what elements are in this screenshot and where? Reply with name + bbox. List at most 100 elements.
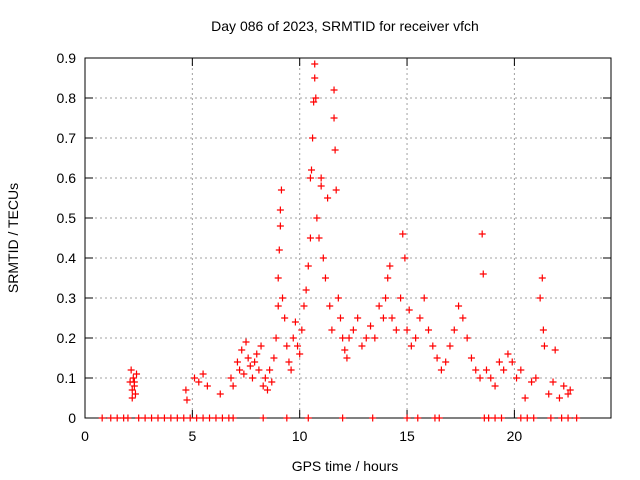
data-point xyxy=(321,274,329,282)
data-point xyxy=(399,230,407,238)
data-point xyxy=(558,414,566,422)
y-tick-label: 0.5 xyxy=(57,210,77,226)
data-point xyxy=(107,414,115,422)
data-point xyxy=(242,338,250,346)
data-point xyxy=(310,98,318,106)
data-point xyxy=(450,326,458,334)
data-point xyxy=(240,370,248,378)
data-point xyxy=(272,334,280,342)
data-point xyxy=(313,214,321,222)
data-point xyxy=(283,342,291,350)
y-tick-label: 0.4 xyxy=(57,250,77,266)
data-point xyxy=(304,262,312,270)
data-point xyxy=(289,334,297,342)
data-point xyxy=(362,334,370,342)
data-point xyxy=(420,294,428,302)
data-point xyxy=(218,414,226,422)
data-point xyxy=(133,370,141,378)
data-point xyxy=(446,342,454,350)
y-axis-label: SRMTID / TECUs xyxy=(5,183,21,293)
data-point xyxy=(317,174,325,182)
data-point xyxy=(375,302,383,310)
data-point xyxy=(547,414,555,422)
data-point xyxy=(442,358,450,366)
data-point xyxy=(560,382,568,390)
data-point xyxy=(253,350,261,358)
data-point xyxy=(326,302,334,310)
data-point xyxy=(433,354,441,362)
data-point xyxy=(401,254,409,262)
data-point xyxy=(437,366,445,374)
data-point xyxy=(485,414,493,422)
axes: 0 0.1 0.2 0.3 0.4 0.5 0.6 0.7 0.8 0.9 0 5 10 15 20 xyxy=(57,50,612,444)
data-point xyxy=(263,386,271,394)
data-point xyxy=(270,354,278,362)
data-point xyxy=(354,314,362,322)
data-point xyxy=(500,366,508,374)
x-tick-label: 20 xyxy=(507,428,523,444)
data-point xyxy=(315,234,323,242)
y-tick-label: 0.3 xyxy=(57,290,77,306)
data-point xyxy=(206,414,214,422)
data-point xyxy=(287,366,295,374)
data-point xyxy=(403,326,411,334)
data-point xyxy=(397,294,405,302)
data-point xyxy=(268,378,276,386)
data-point xyxy=(311,60,319,68)
data-point xyxy=(141,414,149,422)
data-point xyxy=(300,302,308,310)
data-point xyxy=(279,294,287,302)
data-point xyxy=(425,326,433,334)
grid xyxy=(85,58,611,418)
data-point xyxy=(180,414,188,422)
data-point xyxy=(229,414,237,422)
y-tick-label: 0 xyxy=(68,410,76,426)
data-point xyxy=(128,386,136,394)
data-points xyxy=(98,60,581,422)
data-point xyxy=(379,314,387,322)
data-point xyxy=(358,342,366,350)
data-point xyxy=(281,314,289,322)
data-point xyxy=(495,358,503,366)
data-point xyxy=(331,146,339,154)
data-point xyxy=(532,374,540,382)
data-point xyxy=(251,358,259,366)
data-point xyxy=(429,342,437,350)
x-axis-label: GPS time / hours xyxy=(292,458,399,474)
data-point xyxy=(319,254,327,262)
data-point xyxy=(306,174,314,182)
data-point xyxy=(407,342,415,350)
data-point xyxy=(248,374,256,382)
data-point xyxy=(127,366,135,374)
data-point xyxy=(528,378,536,386)
data-point xyxy=(167,414,175,422)
data-point xyxy=(388,314,396,322)
data-point xyxy=(291,318,299,326)
data-point xyxy=(463,334,471,342)
data-point xyxy=(276,222,284,230)
data-point xyxy=(229,382,237,390)
data-point xyxy=(98,414,106,422)
data-point xyxy=(274,302,282,310)
data-point xyxy=(328,326,336,334)
data-point xyxy=(521,394,529,402)
data-point xyxy=(312,94,320,102)
data-point xyxy=(538,274,546,282)
data-point xyxy=(283,414,291,422)
data-point xyxy=(343,354,351,362)
data-point xyxy=(336,314,344,322)
x-tick-label: 0 xyxy=(81,428,89,444)
data-point xyxy=(491,382,499,390)
data-point xyxy=(517,414,525,422)
data-point xyxy=(523,414,531,422)
data-point xyxy=(382,294,390,302)
data-point xyxy=(555,394,563,402)
data-point xyxy=(339,334,347,342)
x-tick-label: 10 xyxy=(292,428,308,444)
data-point xyxy=(216,390,224,398)
data-point xyxy=(564,390,572,398)
data-point xyxy=(349,326,357,334)
data-point xyxy=(266,366,274,374)
data-point xyxy=(190,374,198,382)
